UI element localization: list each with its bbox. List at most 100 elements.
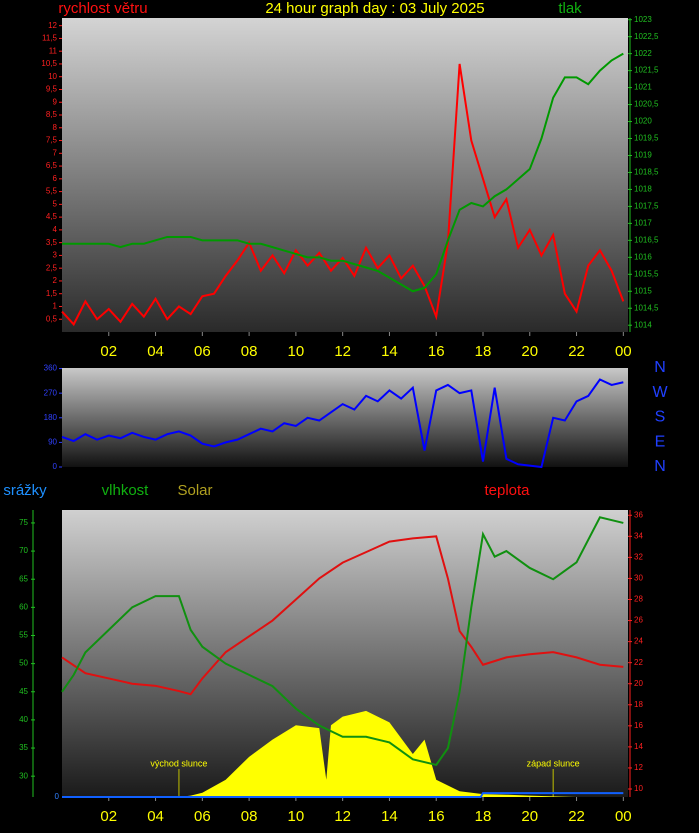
x-tick-label: 06 xyxy=(194,808,211,825)
tick-label: 8 xyxy=(53,123,58,132)
pressure-label: tlak xyxy=(558,0,582,17)
tick-label: 7,5 xyxy=(46,136,58,145)
tick-label: 26 xyxy=(634,616,643,625)
tick-label: 11 xyxy=(49,46,58,55)
tick-label: 1016,5 xyxy=(634,235,659,244)
x-tick-label: 22 xyxy=(568,808,585,825)
tick-label: 1017 xyxy=(634,218,652,227)
tick-label: 2 xyxy=(53,276,58,285)
tick-label: 1014,5 xyxy=(634,303,659,312)
tick-label: 32 xyxy=(634,552,643,561)
tick-label: 10 xyxy=(48,72,57,81)
tick-label: 12 xyxy=(48,21,57,30)
x-tick-label: 04 xyxy=(147,343,164,360)
tick-label: 65 xyxy=(19,574,28,583)
tick-label: 270 xyxy=(44,388,58,397)
tick-label: 6,5 xyxy=(46,161,58,170)
tick-label: 55 xyxy=(19,631,28,640)
tick-label: 10,5 xyxy=(41,59,57,68)
tick-label: 75 xyxy=(19,518,28,527)
tick-label: 24 xyxy=(634,637,643,646)
tick-label: 1018,5 xyxy=(634,168,659,177)
tick-label: 18 xyxy=(634,700,643,709)
x-tick-label: 16 xyxy=(428,808,445,825)
tick-label: 34 xyxy=(634,531,643,540)
tick-label: 1016 xyxy=(634,252,652,261)
x-tick-label: 18 xyxy=(475,343,492,360)
tick-label: 1021,5 xyxy=(634,66,659,75)
tick-label: 11,5 xyxy=(42,34,58,43)
tick-label: 0 xyxy=(55,792,60,801)
area xyxy=(62,710,624,797)
title: 24 hour graph day : 03 July 2025 xyxy=(265,0,484,17)
tick-label: 180 xyxy=(44,413,58,422)
line xyxy=(62,792,624,798)
tick-label: 70 xyxy=(19,546,28,555)
temperature-label: teplota xyxy=(484,482,530,499)
tick-label: 16 xyxy=(634,721,643,730)
x-tick-label: 12 xyxy=(334,808,351,825)
tick-label: 1015,5 xyxy=(634,269,659,278)
tick-label: 0,5 xyxy=(46,314,58,323)
tick-label: 1023 xyxy=(634,15,652,24)
direction-label: S xyxy=(655,409,666,426)
tick-label: 5,5 xyxy=(46,187,58,196)
tick-label: 1021 xyxy=(634,83,652,92)
x-tick-label: 22 xyxy=(568,343,585,360)
x-tick-label: 14 xyxy=(381,808,398,825)
tick-label: 1022 xyxy=(634,49,652,58)
tick-label: 1017,5 xyxy=(634,202,659,211)
direction-label: W xyxy=(652,384,668,401)
direction-label: N xyxy=(654,359,666,376)
tick-label: 2,5 xyxy=(46,263,58,272)
x-tick-label: 16 xyxy=(428,343,445,360)
rain-label: srážky xyxy=(3,482,47,499)
x-tick-label: 02 xyxy=(100,808,117,825)
x-tick-label: 06 xyxy=(194,343,211,360)
tick-label: 7 xyxy=(53,148,58,157)
humidity-label: vlhkost xyxy=(102,482,150,499)
tick-label: 1 xyxy=(53,302,58,311)
tick-label: 45 xyxy=(19,687,28,696)
tick-label: 50 xyxy=(19,659,28,668)
annotation: západ slunce xyxy=(527,758,580,768)
tick-label: 22 xyxy=(634,658,643,667)
line xyxy=(62,52,624,293)
plot-area xyxy=(62,368,628,467)
tick-label: 28 xyxy=(634,595,643,604)
tick-label: 10 xyxy=(634,784,643,793)
tick-label: 30 xyxy=(634,574,643,583)
tick-label: 8,5 xyxy=(46,110,58,119)
x-tick-label: 08 xyxy=(241,343,258,360)
tick-label: 3,5 xyxy=(46,238,58,247)
tick-label: 1018 xyxy=(634,185,652,194)
wind-speed-label: rychlost větru xyxy=(58,0,147,17)
tick-label: 20 xyxy=(634,679,643,688)
tick-label: 40 xyxy=(19,715,28,724)
line xyxy=(61,63,625,327)
line xyxy=(61,516,624,767)
annotation: východ slunce xyxy=(150,758,207,768)
tick-label: 4 xyxy=(53,225,58,234)
solar-label: Solar xyxy=(177,482,212,499)
tick-label: 4,5 xyxy=(46,212,58,221)
tick-label: 1019 xyxy=(634,151,652,160)
direction-label: N xyxy=(654,458,666,475)
tick-label: 1020 xyxy=(634,117,652,126)
tick-label: 12 xyxy=(634,763,643,772)
tick-label: 60 xyxy=(19,602,28,611)
x-tick-label: 14 xyxy=(381,343,398,360)
tick-label: 3 xyxy=(53,251,58,260)
tick-label: 1,5 xyxy=(46,289,58,298)
x-tick-label: 00 xyxy=(615,343,632,360)
tick-label: 1014 xyxy=(634,320,652,329)
x-tick-label: 08 xyxy=(241,808,258,825)
tick-label: 6 xyxy=(53,174,58,183)
tick-label: 1020,5 xyxy=(634,100,659,109)
tick-label: 90 xyxy=(48,437,57,446)
tick-label: 9 xyxy=(53,97,58,106)
direction-label: E xyxy=(655,433,666,450)
tick-label: 1022,5 xyxy=(634,32,659,41)
tick-label: 14 xyxy=(634,742,643,751)
